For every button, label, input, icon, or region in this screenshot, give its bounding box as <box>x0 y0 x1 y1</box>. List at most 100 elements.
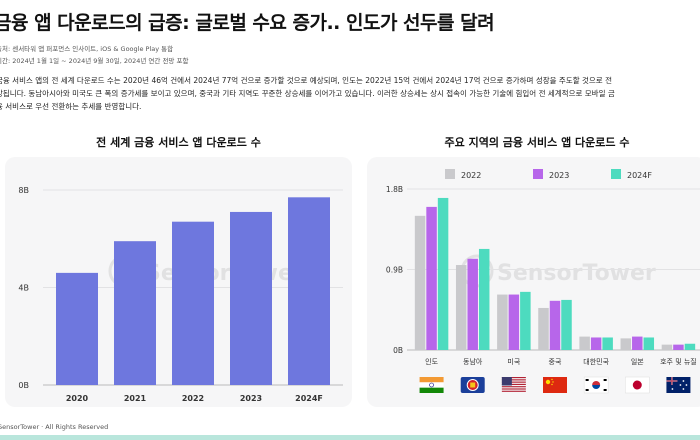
flag-stripe <box>501 388 526 390</box>
legend-label: 2022 <box>461 171 481 180</box>
bar-대한민국-2024F <box>602 337 613 350</box>
flag-canton <box>501 377 512 386</box>
flag-star <box>671 388 674 390</box>
flag-taegeuk-top <box>592 381 601 385</box>
flag-trigram <box>603 389 607 391</box>
australia-flag <box>666 377 691 393</box>
bar-호주 및 뉴질-2023 <box>673 344 684 350</box>
x-tick-label: 호주 및 뉴질 <box>660 358 697 366</box>
bar-중국-2024F <box>561 299 572 350</box>
region-downloads-chart: SensorTower 0B 0.9B 1.8B 2022 2023 2024F 인도 동남아 미… <box>386 169 700 394</box>
legend-label: 2024F <box>627 171 652 180</box>
page-title: 금융 앱 다운로드의 급증: 글로벌 수요 증가.. 인도가 선두를 달려 <box>0 12 495 34</box>
watermark-logo: SensorTower <box>460 254 656 288</box>
x-tick-label: 대한민국 <box>583 357 609 366</box>
bar-대한민국-2023 <box>590 337 602 350</box>
legend-swatch-2022 <box>445 169 455 179</box>
x-tick-label: 인도 <box>425 357 438 366</box>
summary-line: 망됩니다. 동남아시아와 미국도 큰 폭의 증가세를 보이고 있으며, 중국과 … <box>0 89 615 98</box>
y-tick-label: 8B <box>18 186 29 195</box>
flag-trigram <box>603 379 607 381</box>
legend-label: 2023 <box>549 171 569 180</box>
x-tick-label: 중국 <box>549 358 562 366</box>
flag-cross <box>671 377 673 385</box>
x-tick-label: 2020 <box>66 394 89 403</box>
flag-stripe <box>501 379 526 381</box>
flag-stripe <box>419 387 444 393</box>
y-tick-label: 1.8B <box>386 185 403 194</box>
bar-동남아-2022 <box>455 265 467 350</box>
watermark-text: SensorTower <box>497 261 656 286</box>
flag-stripe <box>501 390 526 392</box>
period-note: 기간: 2024년 1월 1일 ~ 2024년 9월 30일, 2024년 연간… <box>0 57 189 65</box>
bar-대한민국-2022 <box>579 336 590 350</box>
flag-stripe <box>419 382 444 388</box>
region-chart-title: 주요 지역의 금융 서비스 앱 다운로드 수 <box>444 136 630 149</box>
flag-star <box>551 383 553 386</box>
flag-star <box>552 381 554 383</box>
legend-swatch-2024F <box>611 169 621 179</box>
y-tick-label: 0.9B <box>386 266 403 275</box>
bar-미국-2022 <box>497 294 508 350</box>
flag-stripe <box>501 386 526 388</box>
x-tick-label: 일본 <box>631 357 644 366</box>
bar-인도-2024F <box>437 197 449 350</box>
flag-star <box>551 378 553 381</box>
flag-emblem <box>470 382 476 388</box>
bar-중국-2023 <box>549 300 561 350</box>
japan-flag <box>625 376 650 394</box>
bar-미국-2023 <box>508 294 520 350</box>
x-tick-label: 2021 <box>124 394 147 403</box>
flag-taegeuk-bottom <box>592 385 601 389</box>
x-tick-label: 2022 <box>182 394 204 403</box>
flag-star <box>679 384 682 386</box>
x-tick-label: 동남아 <box>463 357 483 366</box>
flag-star <box>545 379 551 385</box>
flag-star <box>682 380 685 382</box>
x-tick-label: 2024F <box>295 394 323 403</box>
region-chart-panel: 주요 지역의 금융 서비스 앱 다운로드 수 SensorTower 0B 0.9B… <box>367 136 700 407</box>
x-tick-label: 2023 <box>240 394 262 403</box>
legend-swatch-2023 <box>533 169 543 179</box>
usa-flag <box>501 377 526 392</box>
x-tick-label: 미국 <box>507 357 520 366</box>
footer-bar <box>0 435 700 440</box>
flag-stripe <box>419 377 444 383</box>
bar-2024F <box>288 197 330 385</box>
bar-일본-2022 <box>620 338 632 350</box>
flag-stripe <box>501 381 526 383</box>
flag-star <box>682 388 685 390</box>
global-chart-title: 전 세계 금융 서비스 앱 다운로드 수 <box>96 136 261 149</box>
flag-trigram <box>585 379 589 381</box>
bar-일본-2024F <box>643 337 655 350</box>
source-note: 출처: 센서타워 앱 퍼포먼스 인사이트, iOS & Google Play … <box>0 45 174 53</box>
summary-line: 융 서비스로 우선 전환하는 추세를 반영합니다. <box>0 102 142 111</box>
bar-미국-2024F <box>520 291 531 350</box>
global-downloads-chart: SensorTower 0B 4B 8B 2020 2021 2022 2023 2024F <box>18 186 343 403</box>
bar-동남아-2024F <box>478 248 490 350</box>
y-tick-label: 0B <box>393 346 403 355</box>
summary-line: 금융 서비스 앱의 전 세계 다운로드 수는 2020년 46억 건에서 202… <box>0 76 612 85</box>
y-tick-label: 4B <box>18 284 29 293</box>
bar-인도-2022 <box>414 215 426 350</box>
asean-flag <box>460 377 485 393</box>
flag-stripe <box>501 377 526 379</box>
flag-sun <box>632 380 642 390</box>
india-flag <box>419 377 444 393</box>
bar-2022 <box>172 221 214 385</box>
china-flag <box>543 377 567 393</box>
korea-flag <box>583 376 609 394</box>
bar-호주 및 뉴질-2024F <box>684 343 696 350</box>
bar-일본-2023 <box>632 336 643 350</box>
flag-star <box>685 384 688 386</box>
bar-호주 및 뉴질-2022 <box>661 344 673 350</box>
flag-stripe <box>501 383 526 385</box>
global-chart-panel: 전 세계 금융 서비스 앱 다운로드 수 SensorTower 0B 4B 8B 20… <box>5 136 352 407</box>
bar-인도-2023 <box>426 206 437 350</box>
flag-wheel <box>429 382 434 388</box>
y-tick-label: 0B <box>18 381 29 390</box>
bar-동남아-2023 <box>467 258 478 350</box>
bar-2023 <box>230 211 272 385</box>
bar-2021 <box>114 241 156 385</box>
flag-field <box>543 377 567 393</box>
